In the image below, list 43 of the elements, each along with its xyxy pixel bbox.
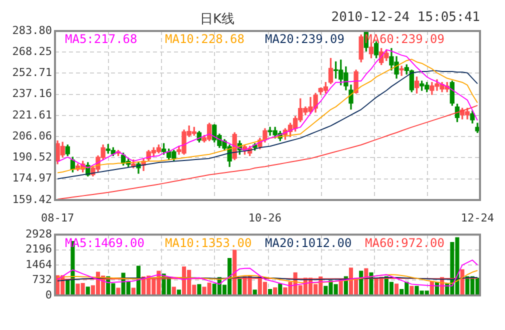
y-tick-label: 221.61 <box>12 108 52 122</box>
y-tick-label: 268.25 <box>12 44 52 58</box>
y-tick-label: 252.71 <box>12 66 52 80</box>
text: MA60:972.00 <box>365 236 444 250</box>
bar <box>238 278 242 295</box>
y-tick-label: 237.16 <box>12 87 52 100</box>
bar <box>86 286 90 295</box>
x-tick-label: 08-17 <box>40 211 74 224</box>
y-tick-label: 1464 <box>26 258 52 271</box>
text: MA20:1012.00 <box>265 236 352 250</box>
chart-subtitle: 2010-12-24 15:05:41 <box>331 10 480 25</box>
bar <box>197 284 202 295</box>
bar <box>116 288 120 295</box>
bar <box>172 286 176 295</box>
y-tick-label: 206.06 <box>12 129 52 142</box>
text: MA20:239.09 <box>265 32 344 46</box>
bar <box>268 288 272 295</box>
bar <box>273 287 278 295</box>
y-tick-label: 283.80 <box>12 24 52 37</box>
y-tick-label: 732 <box>32 273 52 286</box>
x-tick-label: 10-26 <box>248 211 282 224</box>
series-label: MA5:1469.00 <box>65 236 144 250</box>
bar <box>176 290 181 295</box>
bar <box>410 286 414 295</box>
bar <box>394 284 399 295</box>
bar <box>278 284 282 295</box>
y-tick-label: 2196 <box>26 242 52 256</box>
candlestick <box>399 66 404 76</box>
text: MA10:228.68 <box>165 32 244 46</box>
y-tick-label: 159.42 <box>12 192 52 206</box>
y-tick-label: 2928 <box>26 227 52 240</box>
chart-title: 日K线 <box>200 11 235 28</box>
bar <box>232 250 237 295</box>
bar <box>252 290 257 295</box>
y-tick-label: 190.52 <box>12 150 52 164</box>
x-tick-label: 12-24 <box>460 211 494 224</box>
bar <box>359 270 364 295</box>
text: MA10:1353.00 <box>165 236 252 250</box>
y-tick-label: 0 <box>45 288 52 302</box>
bar <box>131 288 136 295</box>
y-tick-label: 174.97 <box>12 172 52 185</box>
text: MA5:217.68 <box>65 32 138 46</box>
bar <box>460 269 464 295</box>
